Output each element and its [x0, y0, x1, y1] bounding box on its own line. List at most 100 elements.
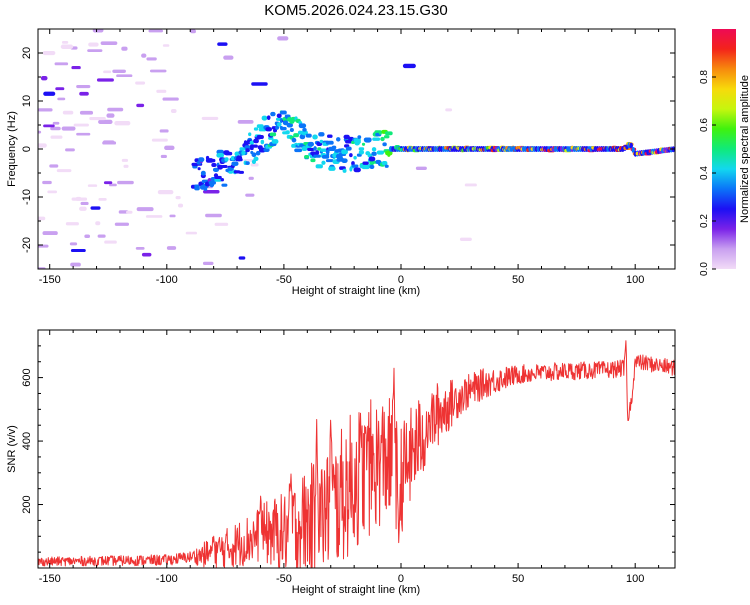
x-tick-label: -50	[276, 573, 292, 585]
heatmap-cell	[286, 122, 293, 128]
heatmap-cell	[38, 216, 46, 221]
snr-x-ticks: -150 -100 -50 0 50 100	[39, 330, 660, 585]
heatmap-cell	[198, 157, 205, 162]
heatmap-cell	[304, 155, 310, 159]
heatmap-cell	[249, 140, 254, 145]
heatmap-cell	[248, 176, 254, 180]
heatmap-cell	[62, 110, 74, 115]
heatmap-cell	[270, 111, 276, 117]
heatmap-cell	[221, 183, 228, 187]
heatmap-cell	[372, 137, 381, 141]
heatmap-cell	[98, 198, 107, 201]
heatmap-cell	[214, 175, 222, 179]
heatmap-cell	[76, 132, 91, 136]
heatmap-cell	[166, 246, 177, 250]
colorbar: 0.0 0.2 0.4 0.6 0.8 Normalized spectral ampl…	[699, 29, 750, 276]
snr-panel: -150 -100 -50 0 50 100 200 400 600 Height of st…	[6, 329, 676, 596]
colorbar-tick-label: 0.0	[699, 262, 710, 276]
heatmap-cell	[351, 164, 359, 168]
x-tick-label: 100	[626, 573, 644, 585]
heatmap-cell	[87, 184, 98, 187]
heatmap-cell	[211, 180, 217, 185]
heatmap-cell	[65, 222, 79, 226]
heatmap-cell	[269, 132, 277, 137]
heatmap-cell	[70, 248, 86, 253]
heatmap-cell	[275, 125, 280, 130]
heatmap-cell	[80, 201, 89, 206]
heatmap-cell	[213, 167, 219, 173]
heatmap-cell	[162, 44, 170, 47]
heatmap-cell	[253, 127, 259, 131]
heatmap-cell	[341, 158, 348, 163]
heatmap-cell	[38, 108, 53, 112]
heatmap-cell	[205, 213, 222, 218]
heatmap-cell	[261, 115, 268, 121]
heatmap-cell	[216, 152, 225, 158]
colorbar-tick-label: 0.8	[699, 70, 710, 84]
heatmap-cell	[223, 55, 234, 60]
heatmap-cell	[313, 146, 317, 151]
x-tick-label: -100	[156, 573, 178, 585]
heatmap-cell	[118, 210, 129, 214]
heatmap-cell	[318, 132, 325, 137]
heatmap-cell	[38, 143, 47, 148]
heatmap-cell	[371, 147, 377, 152]
snr-series-line	[38, 340, 675, 568]
colorbar-tick-label: 0.2	[699, 214, 710, 228]
heatmap-cell	[345, 139, 353, 144]
heatmap-cell	[305, 133, 312, 138]
heatmap-cell	[368, 156, 376, 162]
heatmap-cell	[231, 161, 239, 166]
heatmap-cell	[40, 75, 48, 81]
heatmap-cell	[230, 155, 236, 161]
heatmap-cell	[367, 153, 373, 158]
heatmap-cell	[294, 148, 303, 153]
heatmap-cell	[76, 84, 91, 89]
x-tick-label: 50	[512, 573, 524, 585]
heatmap-cell	[164, 145, 175, 150]
heatmap-cell	[260, 139, 265, 145]
heatmap-cell	[319, 139, 324, 144]
snr-y-ticks: 200 400 600	[21, 329, 675, 569]
heatmap-cell	[175, 195, 181, 200]
heatmap-cell	[245, 148, 250, 153]
heatmap-cell	[253, 156, 259, 162]
heatmap-cell	[361, 165, 370, 170]
heatmap-cell	[369, 164, 375, 169]
y-tick-label: -20	[21, 237, 33, 253]
heatmap-cell	[256, 135, 264, 140]
figure-title: KOM5.2026.024.23.15.G30	[264, 2, 447, 19]
heatmap-cell	[307, 147, 315, 151]
heatmap-cell	[151, 138, 168, 142]
heatmap-cell	[225, 151, 233, 156]
heatmap-cell	[250, 163, 259, 167]
heatmap-cell	[327, 134, 333, 138]
heatmap-cell	[237, 119, 254, 124]
heatmap-cell	[445, 108, 453, 112]
heatmap-cell	[415, 166, 427, 170]
snr-x-axis-label: Height of straight line (km)	[292, 584, 420, 596]
heatmap-cell	[116, 74, 133, 78]
heatmap-cell	[248, 132, 252, 137]
heatmap-cell	[384, 164, 389, 168]
heatmap-cell	[38, 130, 42, 134]
spectrogram-y-ticks: -20 -10 0 10 20	[21, 28, 675, 270]
heatmap-cell	[43, 124, 55, 128]
colorbar-tick-label: 0.6	[699, 118, 710, 132]
heatmap-cell	[227, 166, 234, 171]
heatmap-cell	[211, 163, 217, 168]
heatmap-cell	[185, 231, 197, 235]
heatmap-cell	[358, 150, 365, 155]
y-tick-label: 0	[21, 146, 33, 152]
heatmap-cell	[49, 164, 59, 168]
heatmap-cell	[214, 222, 229, 226]
heatmap-cell	[57, 97, 66, 101]
heatmap-cell	[299, 134, 306, 140]
heatmap-cell	[251, 82, 268, 86]
heatmap-cell	[325, 140, 334, 145]
heatmap-cell	[47, 190, 58, 194]
heatmap-cell	[146, 57, 157, 61]
heatmap-cell	[79, 91, 89, 96]
heatmap-cell	[71, 197, 88, 201]
